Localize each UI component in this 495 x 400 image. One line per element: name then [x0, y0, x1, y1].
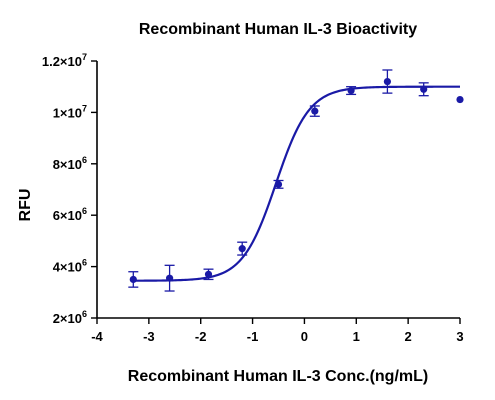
- data-point: [164, 264, 175, 292]
- x-tick-label: -3: [143, 329, 155, 344]
- data-marker: [383, 77, 391, 86]
- y-tick-exponent: 7: [82, 52, 87, 62]
- data-marker: [274, 180, 283, 188]
- y-tick-mantissa: 2×10: [53, 311, 82, 326]
- y-tick-label: 1×107: [53, 103, 87, 120]
- fit-curve: [133, 85, 460, 282]
- y-tick-mantissa: 6×10: [53, 208, 82, 223]
- y-tick-exponent: 6: [82, 258, 87, 268]
- data-marker: [238, 245, 246, 253]
- y-axis-title: RFU: [17, 189, 34, 222]
- x-tick-label: -4: [91, 329, 103, 344]
- data-point: [203, 268, 214, 281]
- y-tick-mantissa: 4×10: [53, 260, 82, 275]
- y-tick-label: 4×106: [53, 258, 87, 275]
- data-point: [237, 241, 248, 256]
- y-tick-label: 2×106: [53, 309, 87, 326]
- y-tick-exponent: 6: [82, 155, 87, 165]
- data-marker: [420, 85, 428, 93]
- y-tick-mantissa: 1.2×10: [42, 54, 82, 69]
- x-tick-label: 2: [405, 329, 412, 344]
- data-marker: [456, 95, 464, 104]
- x-tick-label: 0: [301, 329, 308, 344]
- x-tick-label: -2: [195, 329, 207, 344]
- data-marker: [166, 274, 174, 282]
- y-tick-label: 8×106: [53, 155, 87, 172]
- data-marker: [204, 270, 213, 278]
- y-tick-exponent: 7: [82, 103, 87, 113]
- y-tick-label: 6×106: [53, 206, 87, 223]
- data-point: [346, 86, 357, 96]
- data-point: [273, 179, 284, 189]
- y-tick-exponent: 6: [82, 309, 87, 319]
- x-ticks: -4 -3 -2 -1 0 1 2 3: [91, 318, 464, 344]
- data-point: [418, 82, 429, 97]
- y-tick-mantissa: 8×10: [53, 157, 82, 172]
- x-tick-label: 1: [353, 329, 360, 344]
- data-point: [128, 271, 139, 288]
- chart-title: Recombinant Human IL-3 Bioactivity: [139, 21, 417, 38]
- data-marker: [347, 86, 355, 95]
- y-tick-exponent: 6: [82, 206, 87, 216]
- x-axis-title: Recombinant Human IL-3 Conc.(ng/mL): [128, 368, 428, 385]
- data-point: [382, 69, 393, 94]
- y-tick-mantissa: 1×10: [53, 105, 82, 120]
- data-marker: [129, 275, 137, 284]
- data-point: [456, 95, 464, 104]
- x-tick-label: -1: [247, 329, 259, 344]
- data-points: [128, 69, 464, 292]
- y-tick-label: 1.2×107: [42, 52, 87, 69]
- data-point: [309, 105, 320, 117]
- data-marker: [311, 107, 319, 115]
- x-tick-label: 3: [456, 329, 463, 344]
